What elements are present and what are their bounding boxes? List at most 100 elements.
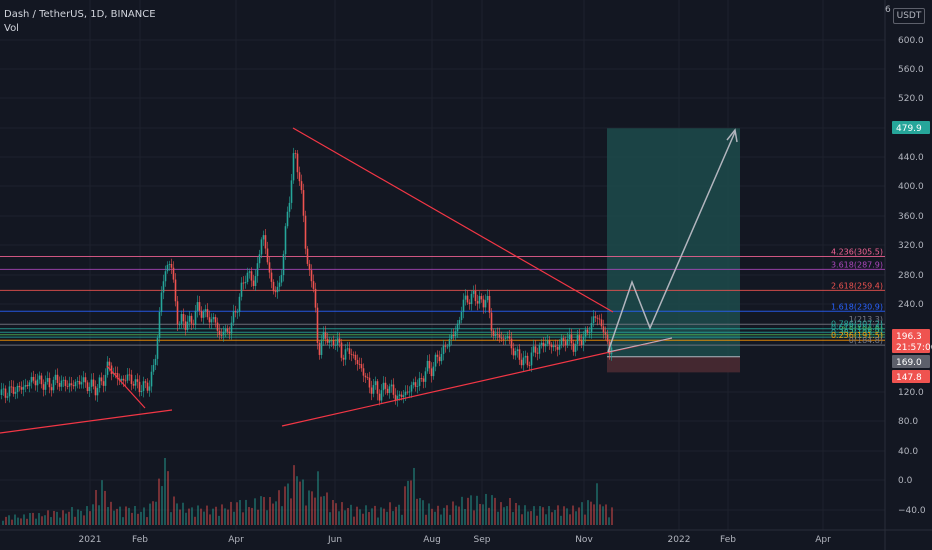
candle-body (246, 272, 249, 282)
candle-body (196, 302, 199, 311)
volume-bar (464, 508, 466, 525)
candle-body (566, 339, 569, 346)
candle-body (432, 366, 435, 377)
volume-bar (485, 493, 487, 525)
candle-body (250, 271, 253, 281)
candle-body (150, 371, 153, 387)
y-tick-label: 560.0 (898, 65, 924, 75)
projected-arrowhead (726, 128, 738, 143)
y-tick-label: 440.0 (898, 153, 924, 163)
volume-bar (386, 511, 388, 525)
volume-bar (392, 511, 394, 525)
candle-body (184, 321, 187, 330)
candle-body (52, 379, 55, 391)
volume-bar (560, 515, 562, 525)
candle-body (520, 359, 523, 366)
volume-bar (545, 514, 547, 525)
volume-bar (290, 498, 292, 525)
candle-body (384, 382, 387, 389)
candle-body (96, 388, 99, 396)
candle-body (310, 270, 313, 282)
volume-indicator-label[interactable]: Vol (4, 23, 19, 34)
candle-body (416, 385, 419, 387)
volume-bar (305, 505, 307, 525)
candle-body (430, 368, 433, 377)
volume-bar (8, 515, 10, 525)
triangle-upper-early (106, 365, 146, 409)
volume-bar (83, 515, 85, 525)
volume-bar (419, 498, 421, 525)
candle-body (492, 330, 495, 336)
volume-bar (287, 483, 289, 525)
candle-body (372, 385, 375, 394)
x-axis[interactable]: 2021 Feb Apr Jun Aug Sep Nov 2022 Feb Apr (79, 535, 832, 545)
volume-bar (170, 512, 172, 525)
candle-body (482, 299, 485, 308)
symbol-title[interactable]: Dash / TetherUS, 1D, BINANCE (4, 9, 156, 20)
candle-body (306, 248, 309, 264)
candle-body (564, 341, 567, 346)
volume-bar (407, 480, 409, 525)
candle-body (14, 391, 17, 394)
volume-bar (335, 503, 337, 525)
candle-body (358, 364, 361, 365)
candle-body (68, 383, 71, 387)
volume-bar (431, 508, 433, 525)
candle-body (248, 271, 251, 273)
volume-bar (11, 519, 13, 525)
volume-bar (593, 504, 595, 525)
candle-body (480, 296, 483, 300)
fib-label: 0.618(202.4) (831, 323, 883, 332)
fib-label: 0.786(207.2) (831, 320, 883, 329)
y-tick-label: 360.0 (898, 212, 924, 222)
candle-body (62, 379, 65, 381)
candle-body (378, 393, 381, 401)
volume-bar (329, 512, 331, 525)
candle-body (510, 338, 513, 349)
volume-bar (50, 517, 52, 525)
currency-unit-button[interactable]: USDT (893, 8, 925, 24)
volume-bar (491, 495, 493, 525)
candle-body (168, 263, 171, 265)
volume-bar (395, 506, 397, 525)
volume-bar (341, 502, 343, 525)
volume-bar (161, 486, 163, 525)
candle-body (50, 387, 53, 391)
candle-body (562, 338, 565, 342)
volume-bar (215, 506, 217, 525)
candle-body (244, 281, 247, 284)
candle-body (478, 296, 481, 304)
candle-body (332, 340, 335, 346)
candle-body (72, 385, 75, 387)
volume-bar (473, 510, 475, 525)
volume-bar (314, 497, 316, 525)
volume-bar (209, 514, 211, 525)
x-tick-label: Sep (474, 535, 491, 545)
volume-bar (311, 491, 313, 525)
volume-bar (374, 505, 376, 525)
candle-body (364, 375, 367, 378)
volume-bar (500, 502, 502, 525)
candle-body (208, 317, 211, 323)
candle-body (288, 202, 291, 212)
chart-legend: Dash / TetherUS, 1D, BINANCE Vol (4, 8, 156, 36)
candle-body (462, 299, 465, 312)
candle-body (42, 384, 45, 390)
volume-bar (233, 511, 235, 525)
candle-body (254, 276, 257, 287)
candle-body (488, 295, 491, 313)
volume-bar (263, 497, 265, 525)
candle-body (284, 226, 287, 255)
volume-bar (188, 508, 190, 525)
volume-bar (455, 505, 457, 525)
volume-bar (149, 503, 151, 525)
volume-bar (518, 505, 520, 525)
price-label-text: 479.9 (896, 124, 922, 134)
candle-body (202, 311, 205, 318)
volume-bar (167, 471, 169, 525)
price-label-text: 147.8 (896, 373, 922, 383)
y-tick-label: 40.0 (898, 447, 918, 457)
candle-body (26, 385, 29, 387)
candle-body (20, 387, 23, 390)
